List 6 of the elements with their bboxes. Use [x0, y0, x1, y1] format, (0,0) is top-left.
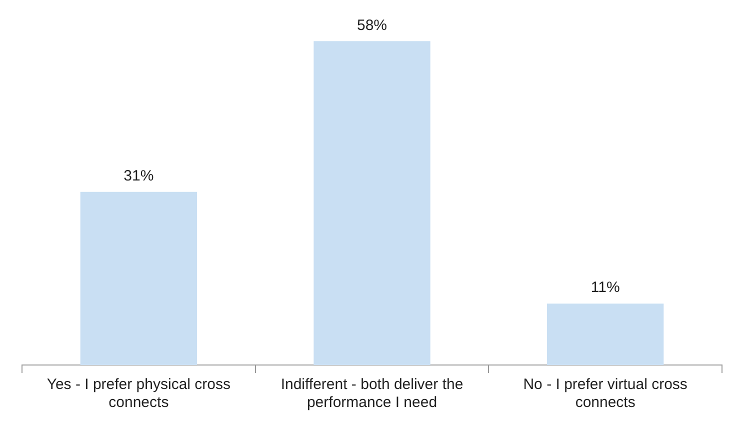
data-label: 58% — [356, 16, 388, 34]
x-tick-label: Yes - I prefer physical cross connects — [46, 376, 231, 412]
data-label: 31% — [124, 168, 154, 185]
x-tick-label: Indifferent - both deliver the performance I need — [280, 376, 464, 412]
x-tick-label: No - I prefer virtual cross connects — [523, 376, 688, 412]
data-label: 11% — [590, 279, 620, 296]
